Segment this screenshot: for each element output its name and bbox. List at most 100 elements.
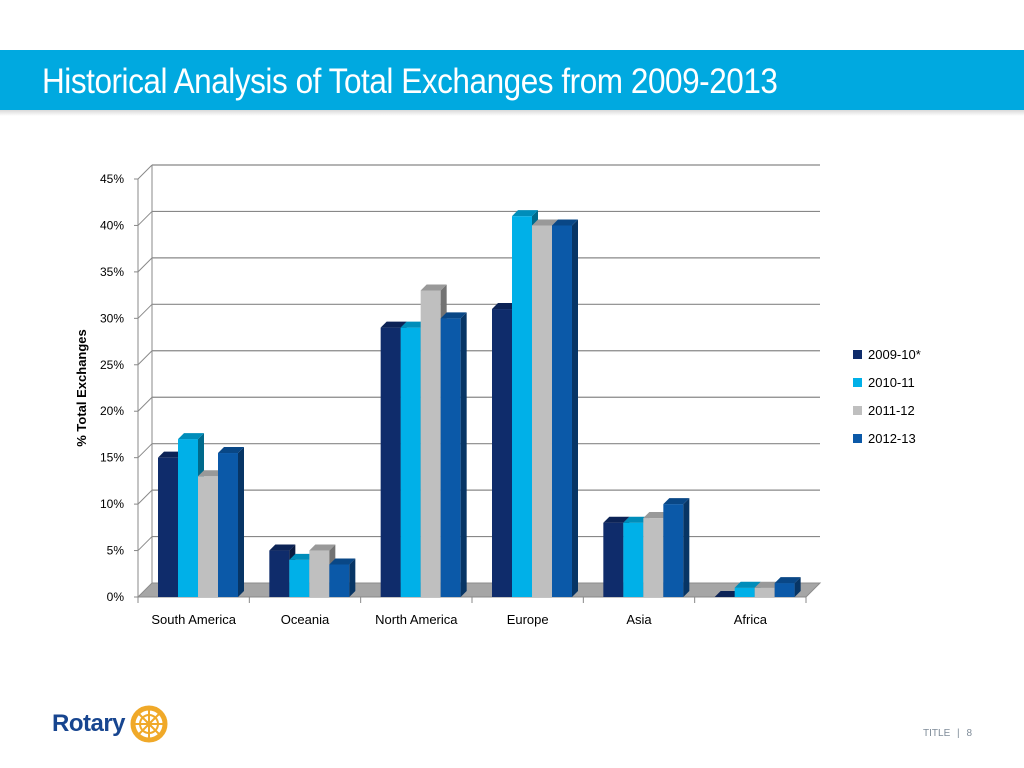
bar-front — [774, 583, 795, 597]
y-tick-label: 25% — [100, 358, 124, 372]
legend-swatch — [853, 349, 862, 359]
bar-front — [329, 564, 350, 597]
y-axis-label: % Total Exchanges — [74, 329, 89, 447]
bar-front — [512, 216, 532, 597]
gridline-diagonal — [137, 303, 153, 319]
bar-side — [460, 312, 467, 597]
gridline-diagonal — [137, 350, 153, 366]
bar-side — [572, 219, 578, 597]
chart-legend: 2009-10* 2010-11 2011-12 2012-13 — [853, 340, 921, 452]
y-tick-label: 0% — [107, 590, 125, 604]
gridline-diagonal — [137, 396, 153, 412]
bar-top — [400, 321, 427, 328]
bar-front — [218, 453, 238, 597]
bar-top — [309, 544, 336, 551]
bar-top — [178, 433, 204, 440]
legend-item: 2012-13 — [853, 424, 921, 452]
gridline-diagonal — [137, 211, 153, 226]
y-tick-label: 30% — [100, 311, 124, 325]
gridline-diagonal — [137, 489, 153, 505]
bar-side — [238, 447, 244, 597]
bar-front — [400, 327, 421, 597]
bar-front — [623, 522, 644, 597]
y-tick-label: 40% — [100, 218, 124, 232]
slide-title: Historical Analysis of Total Exchanges f… — [42, 62, 778, 101]
bar-top — [492, 303, 518, 310]
legend-swatch — [853, 405, 862, 415]
legend-label: 2010-11 — [868, 374, 915, 390]
legend-item: 2010-11 — [853, 368, 921, 396]
x-tick-label: Europe — [507, 612, 549, 627]
bar-top — [269, 544, 296, 551]
bar-top — [440, 312, 467, 319]
y-tick-label: 5% — [107, 544, 125, 558]
bar-top — [158, 451, 184, 458]
bar-top — [663, 498, 690, 505]
x-axis-tick-labels: South America Oceania North America Europe A… — [151, 612, 767, 627]
bar-top — [643, 512, 670, 519]
bar-top — [532, 219, 558, 226]
bar — [218, 447, 244, 597]
title-band: Historical Analysis of Total Exchanges f… — [0, 50, 1024, 116]
bar-front — [603, 522, 624, 597]
bar-front — [380, 327, 401, 597]
title-band-shadow — [0, 110, 1024, 116]
legend-label: 2009-10* — [868, 346, 921, 362]
bar-front — [420, 290, 441, 597]
bar-front — [178, 439, 198, 597]
legend-swatch — [853, 433, 862, 443]
bar-top — [380, 321, 407, 328]
bar-front — [734, 587, 755, 597]
bar-front — [754, 587, 775, 597]
bar-side — [349, 558, 356, 597]
footer-separator: | — [957, 728, 960, 739]
y-axis-tick-labels: 0% 5% 10% 15% 20% 25% 30% 35% 40% 45% — [100, 172, 124, 604]
bar-top — [623, 516, 650, 523]
bar-top — [774, 577, 801, 584]
y-tick-label: 45% — [100, 172, 124, 186]
y-tick-label: 20% — [100, 404, 124, 418]
bar-front — [198, 476, 218, 597]
bar-top — [714, 591, 741, 597]
page-number: 8 — [966, 728, 972, 739]
bar-top — [552, 219, 578, 226]
bar — [440, 312, 467, 597]
bar-top — [420, 284, 447, 291]
bar-front — [289, 559, 310, 597]
bar-front — [440, 318, 461, 597]
bar-front — [492, 309, 512, 597]
legend-item: 2011-12 — [853, 396, 921, 424]
x-tick-label: Africa — [734, 612, 768, 627]
grid-layer — [134, 164, 820, 598]
x-tick-label: South America — [151, 612, 236, 627]
bar — [329, 558, 356, 597]
rotary-logo: Rotary — [52, 704, 169, 744]
y-tick-label: 35% — [100, 265, 124, 279]
bar-front — [643, 518, 664, 597]
bar-top — [603, 516, 630, 523]
bar-layer — [158, 210, 801, 597]
bar-top — [754, 581, 781, 588]
gridline-diagonal — [137, 164, 153, 180]
x-tick-label: Asia — [626, 612, 652, 627]
logo-text: Rotary — [52, 710, 126, 737]
legend-label: 2012-13 — [868, 430, 916, 446]
legend-swatch — [853, 377, 862, 387]
legend-label: 2011-12 — [868, 402, 915, 418]
bar-side — [794, 577, 801, 597]
bar-front — [532, 225, 552, 597]
bar-top — [329, 558, 356, 565]
x-tick-label: Oceania — [281, 612, 330, 627]
rotary-wheel-icon — [130, 705, 168, 743]
bar-front — [158, 457, 178, 597]
bar-side — [683, 498, 690, 597]
bar — [774, 577, 801, 597]
legend-item: 2009-10* — [853, 340, 921, 368]
bar-front — [309, 550, 330, 597]
bar-top — [218, 447, 244, 454]
bar-top — [289, 553, 316, 560]
y-tick-label: 15% — [100, 451, 124, 465]
gridline-diagonal — [137, 536, 153, 551]
bar — [552, 219, 578, 597]
